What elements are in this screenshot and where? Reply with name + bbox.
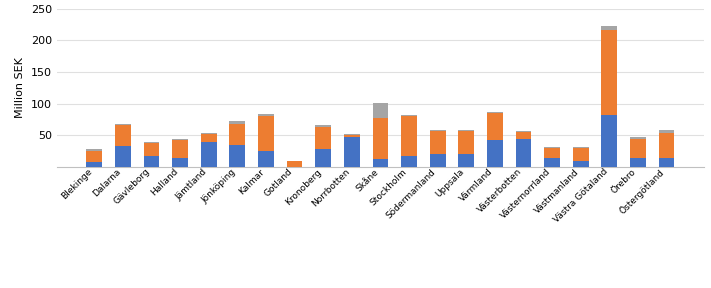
- Bar: [658, 130, 675, 133]
- Bar: [459, 154, 474, 167]
- Bar: [602, 115, 617, 167]
- Bar: [630, 158, 646, 167]
- Bar: [144, 143, 159, 156]
- Bar: [115, 125, 131, 146]
- Bar: [630, 137, 646, 139]
- Bar: [201, 142, 217, 167]
- Bar: [487, 113, 503, 140]
- Bar: [429, 131, 446, 154]
- Bar: [573, 147, 589, 148]
- Bar: [258, 151, 274, 167]
- Bar: [630, 139, 646, 158]
- Bar: [144, 142, 159, 143]
- Bar: [602, 26, 617, 30]
- Bar: [658, 158, 675, 167]
- Bar: [115, 124, 131, 125]
- Bar: [258, 116, 274, 151]
- Bar: [544, 158, 560, 167]
- Bar: [230, 145, 245, 167]
- Bar: [573, 161, 589, 167]
- Bar: [373, 159, 388, 167]
- Bar: [429, 154, 446, 167]
- Bar: [172, 139, 188, 141]
- Bar: [429, 130, 446, 131]
- Bar: [487, 140, 503, 167]
- Bar: [172, 141, 188, 158]
- Bar: [459, 130, 474, 131]
- Bar: [544, 148, 560, 158]
- Bar: [230, 122, 245, 124]
- Bar: [86, 151, 102, 162]
- Bar: [487, 112, 503, 113]
- Bar: [315, 127, 331, 149]
- Bar: [258, 114, 274, 116]
- Bar: [201, 133, 217, 134]
- Bar: [602, 30, 617, 115]
- Bar: [515, 139, 531, 167]
- Bar: [115, 146, 131, 167]
- Bar: [172, 158, 188, 167]
- Bar: [373, 118, 388, 159]
- Bar: [201, 134, 217, 142]
- Legend: Moose, Deer, Wild boar: Moose, Deer, Wild boar: [280, 287, 481, 288]
- Bar: [515, 131, 531, 132]
- Bar: [658, 133, 675, 158]
- Bar: [344, 137, 360, 167]
- Bar: [401, 156, 417, 167]
- Bar: [401, 116, 417, 156]
- Bar: [573, 148, 589, 161]
- Bar: [315, 125, 331, 127]
- Bar: [544, 147, 560, 148]
- Bar: [373, 103, 388, 118]
- Bar: [344, 134, 360, 135]
- Bar: [230, 124, 245, 145]
- Bar: [287, 161, 302, 167]
- Bar: [315, 149, 331, 167]
- Bar: [86, 162, 102, 167]
- Y-axis label: Million SEK: Million SEK: [16, 57, 26, 118]
- Bar: [459, 131, 474, 154]
- Bar: [144, 156, 159, 167]
- Bar: [515, 132, 531, 139]
- Bar: [344, 135, 360, 137]
- Bar: [401, 115, 417, 116]
- Bar: [86, 149, 102, 151]
